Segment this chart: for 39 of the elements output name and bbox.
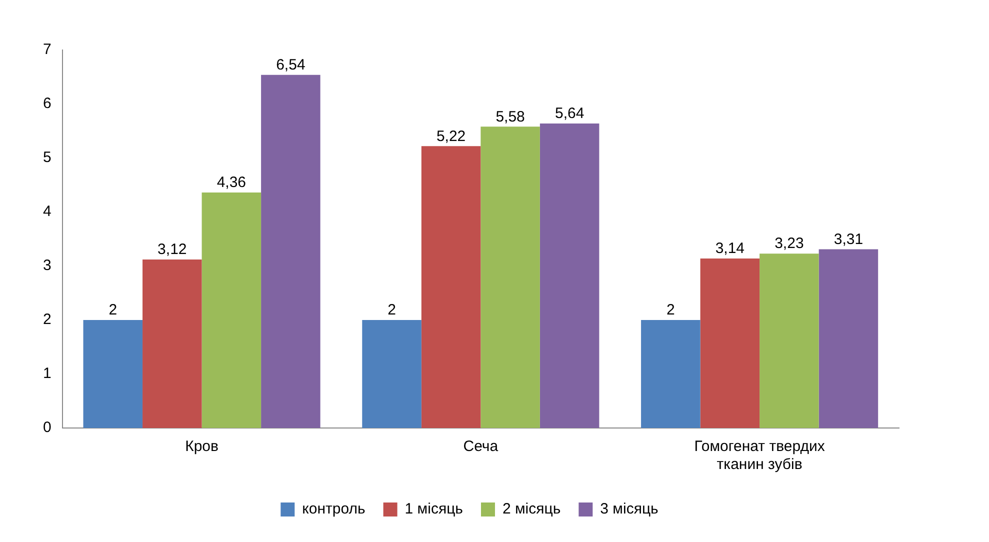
x-tick-label: Кров <box>185 438 219 456</box>
legend-label: 1 місяць <box>404 500 464 518</box>
data-label: 5,64 <box>554 105 584 122</box>
data-label: 3,12 <box>158 241 187 258</box>
data-label: 5,58 <box>496 108 525 126</box>
bar <box>421 146 481 428</box>
x-tick-label: Гомогенат твердих тканин зубів <box>694 438 826 474</box>
bar <box>202 192 262 428</box>
y-tick-label: 1 <box>43 365 52 382</box>
data-label: 4,36 <box>216 174 246 192</box>
data-label: 2 <box>388 302 396 319</box>
data-label: 5,22 <box>436 128 466 145</box>
bar <box>83 320 143 428</box>
data-label: 2 <box>666 302 675 319</box>
bar <box>362 320 422 428</box>
bar <box>700 258 760 428</box>
y-tick-label: 0 <box>43 419 52 436</box>
legend-label: контроль <box>302 500 366 518</box>
data-label: 2 <box>108 302 118 319</box>
bar <box>261 74 320 428</box>
data-label: 3,23 <box>774 235 804 252</box>
y-tick-label: 5 <box>43 149 52 166</box>
bar <box>641 320 700 428</box>
y-tick-label: 6 <box>43 95 52 112</box>
y-tick-label: 4 <box>43 203 52 220</box>
bar <box>142 260 202 428</box>
bar <box>818 249 878 428</box>
x-tick-label: Сеча <box>463 438 499 456</box>
data-label: 3,14 <box>715 240 745 258</box>
legend-label: 3 місяць <box>600 500 659 518</box>
y-tick-label: 7 <box>43 41 52 58</box>
data-label: 3,31 <box>834 230 864 248</box>
y-tick-label: 3 <box>43 257 52 274</box>
data-label: 6,54 <box>276 56 306 74</box>
y-tick-label: 2 <box>43 311 52 328</box>
legend-label: 2 місяць <box>502 500 561 518</box>
bar <box>760 254 819 428</box>
bar <box>540 123 600 428</box>
bar <box>480 126 540 428</box>
